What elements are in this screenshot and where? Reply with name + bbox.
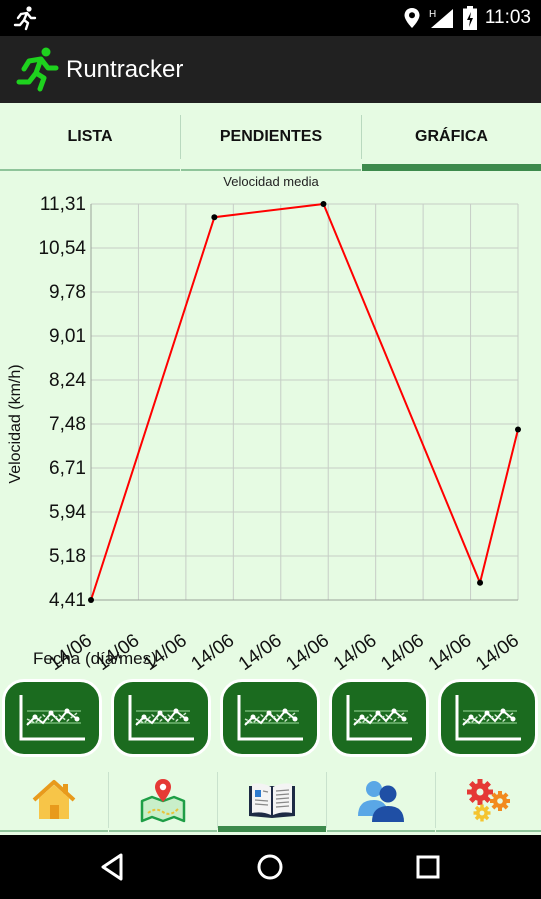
x-tick-label: 14/06 [187, 630, 238, 671]
status-bar: H 11:03 [0, 0, 541, 36]
tab-grafica[interactable]: GRÁFICA [362, 103, 541, 171]
status-time: 11:03 [484, 7, 531, 28]
tab-label: PENDIENTES [219, 128, 323, 145]
x-tick-label: 14/06 [330, 630, 381, 671]
nav-indicator [0, 830, 108, 832]
data-point [320, 201, 327, 207]
x-tick-label: 14/06 [282, 630, 333, 671]
graph-button-3[interactable] [220, 679, 320, 757]
tab-label: LISTA [67, 128, 113, 145]
system-navigation-bar [0, 835, 541, 899]
graph-button-2[interactable] [111, 679, 211, 757]
tab-pendientes[interactable]: PENDIENTES [181, 103, 361, 171]
line-chart-icon [19, 695, 85, 741]
line-chart-icon [237, 695, 303, 741]
nav-book[interactable] [218, 768, 326, 832]
recents-icon[interactable] [412, 851, 444, 883]
tab-label: GRÁFICA [415, 128, 488, 145]
y-axis-ticks: 11,31 10,54 9,78 9,01 8,24 7,48 6,71 5,94 5,18 4,… [38, 194, 86, 611]
line-chart-icon [346, 695, 412, 741]
nav-indicator-active [218, 826, 326, 832]
graph-button-4[interactable] [329, 679, 429, 757]
data-point [88, 597, 94, 603]
line-chart-icon [128, 695, 194, 741]
home-icon [32, 780, 76, 819]
graph-button-row [0, 676, 541, 760]
home-circle-icon[interactable] [254, 851, 286, 883]
tab-divider [180, 115, 181, 159]
nav-home[interactable] [0, 768, 108, 832]
x-tick-label: 14/06 [377, 630, 428, 671]
book-icon [249, 783, 295, 818]
nav-divider [217, 772, 218, 828]
chart-grid [90, 203, 519, 601]
running-man-icon [16, 47, 59, 92]
battery-charging-icon [462, 6, 477, 30]
running-notification-icon [13, 6, 37, 31]
y-tick-label: 5,94 [49, 502, 86, 523]
tab-bar: LISTA PENDIENTES GRÁFICA [0, 103, 541, 171]
data-point [515, 426, 521, 433]
nav-divider [435, 772, 436, 828]
y-tick-label: 4,41 [49, 590, 86, 611]
y-tick-label: 10,54 [38, 238, 86, 259]
chart-series [88, 201, 521, 603]
y-tick-label: 7,48 [49, 414, 86, 435]
nav-users[interactable] [327, 768, 435, 832]
tab-indicator [181, 169, 361, 171]
x-tick-label: 14/06 [472, 630, 523, 671]
graph-button-1[interactable] [2, 679, 102, 757]
tab-indicator [0, 169, 180, 171]
y-tick-label: 5,18 [49, 546, 86, 567]
chart-title: Velocidad media [223, 174, 319, 189]
map-location-icon [140, 779, 186, 823]
nav-divider [108, 772, 109, 828]
y-tick-label: 6,71 [49, 458, 86, 479]
signal-icon: H [429, 9, 453, 28]
y-tick-label: 11,31 [40, 194, 86, 215]
nav-indicator [327, 830, 435, 832]
settings-gears-icon [466, 779, 510, 822]
app-title: Runtracker [66, 56, 184, 83]
tab-divider [361, 115, 362, 159]
users-icon [358, 781, 404, 822]
nav-divider [326, 772, 327, 828]
back-icon[interactable] [97, 851, 129, 883]
series-line [90, 202, 519, 601]
line-chart-icon [455, 695, 521, 741]
nav-settings[interactable] [436, 768, 541, 832]
y-tick-label: 9,01 [49, 326, 86, 347]
y-tick-label: 8,24 [49, 370, 86, 391]
x-tick-label: 14/06 [235, 630, 286, 671]
network-type-label: H [429, 9, 436, 20]
graph-button-5[interactable] [438, 679, 538, 757]
y-tick-label: 9,78 [49, 282, 86, 303]
data-point [211, 214, 218, 221]
speed-chart: Velocidad media 11,31 10,54 9,78 9,01 8,24 7,… [0, 171, 541, 671]
nav-map[interactable] [109, 768, 217, 832]
x-tick-label: 14/06 [425, 630, 476, 671]
x-axis-label: Fecha (día/mes) [33, 649, 157, 668]
nav-indicator [109, 830, 217, 832]
data-point [477, 579, 484, 586]
y-axis-label: Velocidad (km/h) [7, 364, 24, 483]
tab-indicator-active [362, 164, 541, 171]
app-bar: Runtracker [0, 36, 541, 103]
bottom-navigation [0, 768, 541, 832]
location-icon [404, 8, 420, 28]
nav-indicator [436, 830, 541, 832]
tab-lista[interactable]: LISTA [0, 103, 180, 171]
line-chart: Velocidad media 11,31 10,54 9,78 9,01 8,24 7,… [7, 174, 523, 671]
